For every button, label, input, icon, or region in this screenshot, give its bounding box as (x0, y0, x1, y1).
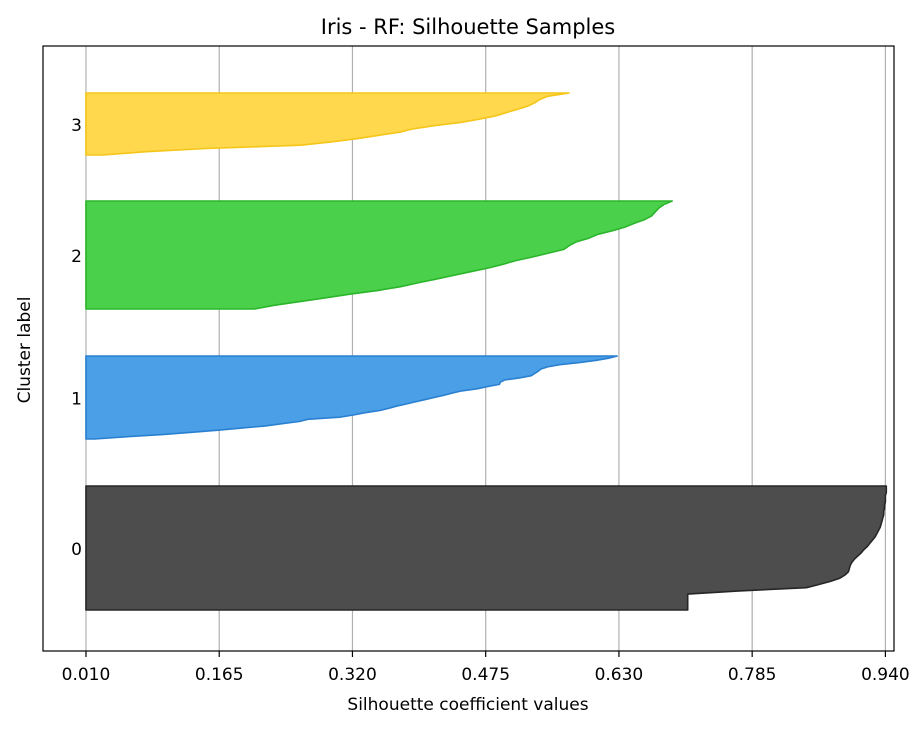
x-axis-label: Silhouette coefficient values (347, 695, 588, 715)
chart-title: Iris - RF: Silhouette Samples (321, 15, 615, 39)
cluster-label-0: 0 (71, 540, 82, 560)
x-tick-label: 0.785 (728, 665, 777, 685)
cluster-label-2: 2 (71, 247, 82, 267)
x-ticks: 0.010 0.165 0.320 0.475 0.630 0.785 0.940 (62, 651, 910, 685)
cluster-label-3: 3 (71, 116, 82, 136)
x-tick-label: 0.630 (595, 665, 644, 685)
area-layer (85, 92, 888, 611)
x-tick-label: 0.165 (195, 665, 244, 685)
x-tick-label: 0.475 (461, 665, 510, 685)
cluster-label-1: 1 (71, 390, 82, 410)
cluster-2-area (85, 200, 673, 310)
y-axis-label: Cluster label (15, 297, 35, 404)
cluster-0-area (85, 485, 888, 611)
cluster-3-area (85, 92, 570, 156)
x-tick-label: 0.320 (328, 665, 377, 685)
cluster-1-area (85, 355, 618, 440)
plot-frame (42, 45, 895, 652)
y-ticks: 0 1 2 3 (71, 116, 82, 560)
x-tick-label: 0.010 (62, 665, 111, 685)
x-tick-label: 0.940 (861, 665, 910, 685)
